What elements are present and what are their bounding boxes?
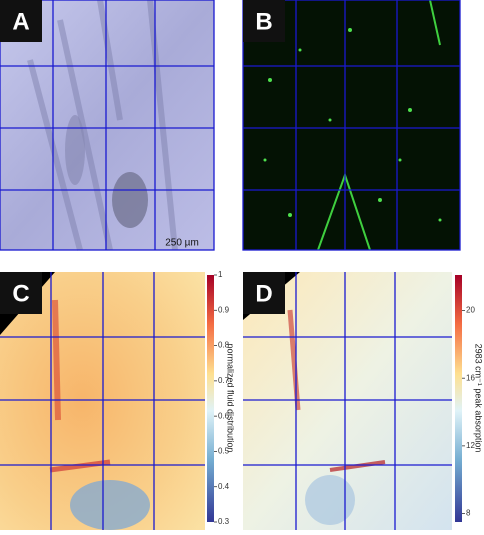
colorbar-tick-label: 0.9 xyxy=(218,305,230,314)
panel-label: B xyxy=(255,8,272,35)
colorbar-tick-label: 0.8 xyxy=(218,341,230,350)
colorbar-tick-label: 1 xyxy=(218,270,223,279)
colorbar-tick-label: 16 xyxy=(466,373,475,382)
colorbar xyxy=(207,275,214,522)
panel-label: D xyxy=(255,280,272,307)
colorbar-tick-label: 0.4 xyxy=(218,482,230,491)
colorbar-tick-label: 0.7 xyxy=(218,376,230,385)
panel-c: C normalized fluid distribution xyxy=(0,272,236,530)
panel-b: B xyxy=(242,0,461,251)
colorbar-tick-label: 20 xyxy=(466,306,475,315)
colorbar-tick-label: 0.3 xyxy=(218,517,230,526)
panel-label: C xyxy=(12,280,29,307)
colorbar-tick-label: 0.6 xyxy=(218,411,230,420)
colorbar-tick-label: 12 xyxy=(466,441,475,450)
colorbar-label: 2983 cm⁻¹ peak absorption xyxy=(474,344,484,453)
colorbar-label: normalized fluid distribution xyxy=(226,343,236,452)
colorbar-tick-label: 0.5 xyxy=(218,447,230,456)
panel-a: A 250 µm xyxy=(0,0,215,251)
panel-label: A xyxy=(12,8,29,35)
colorbar xyxy=(455,275,462,522)
colorbar-tick-label: 8 xyxy=(466,509,471,518)
scale-bar-label: 250 µm xyxy=(165,238,199,249)
panel-d: D 2983 cm⁻¹ peak absorption xyxy=(243,272,484,530)
